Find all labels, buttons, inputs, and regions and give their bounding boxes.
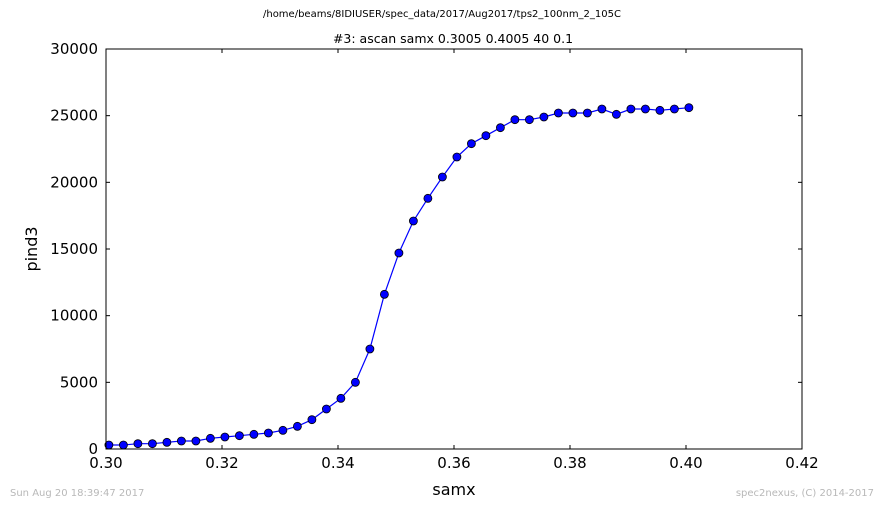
data-point [568, 108, 578, 118]
data-point [684, 103, 694, 113]
figure-supertitle: /home/beams/8IDIUSER/spec_data/2017/Aug2… [262, 9, 621, 20]
y-tick-label: 5000 [60, 373, 98, 391]
data-point [655, 105, 665, 115]
data-point [583, 108, 592, 118]
data-point [133, 439, 143, 449]
data-point [466, 139, 476, 149]
y-tick-label: 0 [88, 440, 98, 458]
data-point [423, 193, 433, 203]
data-point [437, 172, 447, 182]
x-tick-label: 0.40 [669, 454, 702, 472]
data-point [612, 109, 621, 119]
data-point [220, 432, 230, 442]
y-axis: 0 5000 10000 15000 20000 25000 30000 [50, 40, 802, 458]
plot-frame [105, 48, 803, 450]
x-axis-label: samx [432, 480, 475, 499]
data-point [554, 108, 563, 118]
x-tick-label: 0.36 [437, 454, 470, 472]
x-tick-label: 0.32 [205, 454, 238, 472]
x-tick-label: 0.30 [89, 454, 122, 472]
data-point [379, 289, 389, 299]
data-point [205, 433, 215, 443]
data-point [394, 248, 404, 258]
data-point [539, 112, 549, 122]
data-point [147, 439, 157, 449]
series-layer [104, 103, 694, 450]
data-point [162, 437, 172, 447]
y-tick-label: 10000 [50, 307, 98, 325]
data-point [452, 152, 462, 162]
data-point [234, 431, 244, 441]
footer-timestamp: Sun Aug 20 18:39:47 2017 [10, 488, 145, 499]
data-point [670, 104, 679, 114]
y-axis-label: pind3 [22, 226, 41, 271]
x-tick-label: 0.38 [553, 454, 586, 472]
data-point [336, 393, 346, 403]
data-point [350, 377, 360, 387]
data-point [176, 436, 186, 446]
x-tick-label: 0.34 [321, 454, 354, 472]
data-point [481, 131, 491, 141]
data-point [408, 216, 418, 226]
x-axis: 0.30 0.32 0.34 0.36 0.38 0.40 0.42 [89, 49, 819, 472]
data-point [597, 104, 607, 114]
data-point [641, 104, 650, 114]
data-point [365, 344, 375, 354]
data-point [249, 429, 259, 439]
data-point [626, 104, 636, 114]
y-tick-label: 15000 [50, 240, 98, 258]
y-tick-label: 20000 [50, 173, 98, 191]
series-line [108, 107, 689, 446]
data-point [292, 421, 302, 431]
data-point [495, 123, 505, 133]
y-tick-label: 30000 [50, 40, 98, 58]
data-point [525, 115, 534, 125]
footer-credit: spec2nexus, (C) 2014-2017 [735, 488, 874, 499]
data-point [119, 440, 128, 450]
chart-title: #3: ascan samx 0.3005 0.4005 40 0.1 [333, 31, 573, 46]
data-point [191, 436, 201, 446]
data-point [321, 404, 331, 414]
y-tick-label: 25000 [50, 107, 98, 125]
data-point [263, 428, 273, 438]
data-point [278, 425, 288, 435]
data-point [510, 115, 520, 125]
x-tick-label: 0.42 [785, 454, 818, 472]
data-point [307, 415, 317, 425]
